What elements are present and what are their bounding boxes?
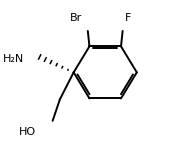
Text: HO: HO	[19, 127, 36, 137]
Text: Br: Br	[70, 13, 82, 23]
Text: F: F	[125, 13, 131, 23]
Text: H₂N: H₂N	[3, 54, 24, 63]
